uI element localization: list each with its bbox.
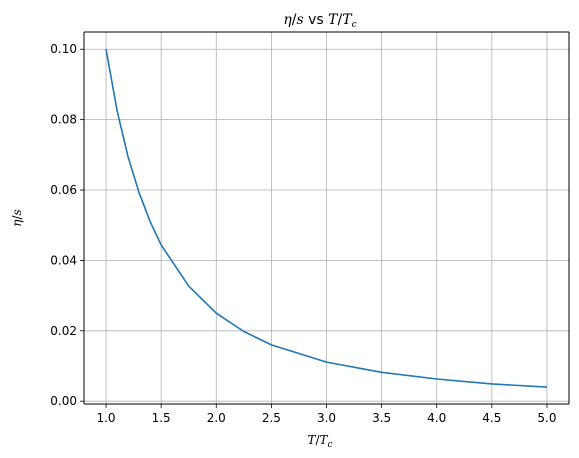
x-tick-label: 4.5: [482, 411, 501, 425]
series-layer: [105, 49, 547, 388]
axes-frame: [83, 31, 570, 405]
x-tick-label: 1.0: [96, 411, 115, 425]
y-tick-label: 0.04: [50, 253, 77, 267]
x-tick-labels: 1.0 1.5 2.0 2.5 3.0 3.5 4.0 4.5 5.0: [96, 411, 556, 425]
series-line: [105, 49, 547, 388]
y-tick-label: 0.06: [50, 183, 77, 197]
tick-marks: [80, 48, 548, 408]
y-tick-label: 0.00: [50, 394, 77, 408]
y-axis-label: η/s: [10, 209, 24, 226]
x-tick-label: 3.0: [317, 411, 336, 425]
x-tick-label: 1.5: [152, 411, 171, 425]
x-tick-label: 4.0: [427, 411, 446, 425]
y-tick-label: 0.08: [50, 113, 77, 127]
x-tick-label: 2.5: [262, 411, 281, 425]
x-tick-label: 2.0: [207, 411, 226, 425]
y-tick-label: 0.02: [50, 324, 77, 338]
y-tick-label: 0.10: [50, 42, 77, 56]
x-tick-label: 3.5: [372, 411, 391, 425]
x-axis-label: T/Tc: [307, 433, 332, 450]
x-tick-label: 5.0: [537, 411, 556, 425]
grid-lines: [84, 32, 569, 404]
chart-title: η/s vs T/Tc: [283, 12, 356, 30]
y-tick-labels: 0.00 0.02 0.04 0.06 0.08 0.10: [50, 42, 77, 408]
